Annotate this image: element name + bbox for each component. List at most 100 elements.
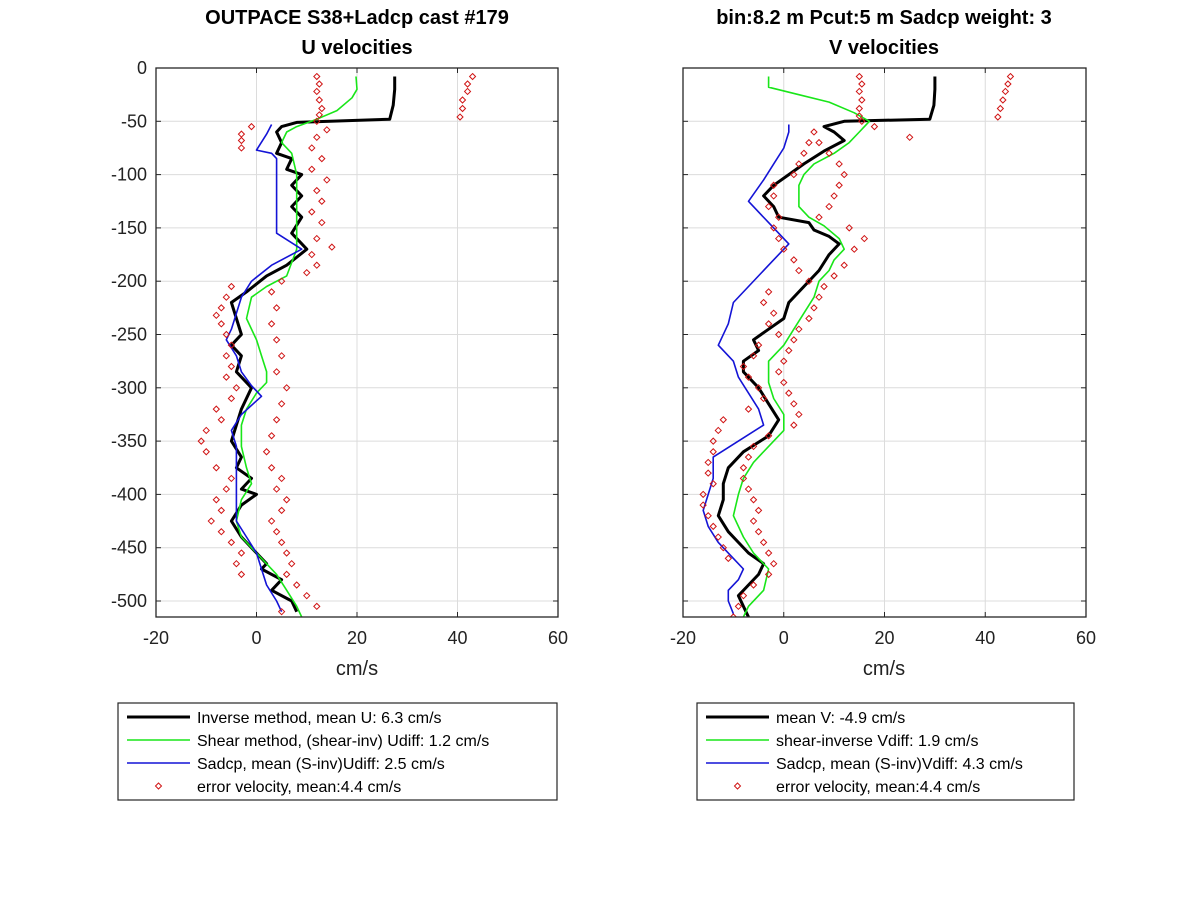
error-velocity-point <box>769 192 778 200</box>
y-tick-label: -150 <box>111 218 147 238</box>
error-velocity-point <box>744 373 753 381</box>
error-velocity-point <box>212 496 221 504</box>
error-velocity-point <box>719 544 728 552</box>
x-tick-label: 0 <box>251 628 261 648</box>
error-velocity-point <box>840 261 848 269</box>
error-velocity-point <box>769 309 778 317</box>
error-velocity-point <box>227 282 236 291</box>
y-tick-label: -400 <box>111 484 147 504</box>
y-tick-label: -450 <box>111 538 147 558</box>
error-velocity-point <box>724 554 733 563</box>
error-velocity-point <box>267 320 276 328</box>
error-velocity-point <box>769 181 778 189</box>
error-velocity-point <box>313 261 321 269</box>
y-tick-label: -500 <box>111 591 147 611</box>
legend-marker <box>154 782 163 790</box>
error-velocity-point <box>805 314 813 323</box>
error-velocity-point <box>734 602 743 611</box>
error-velocity-point <box>303 268 311 277</box>
error-velocity-point <box>318 104 326 113</box>
error-velocity-point <box>780 245 788 253</box>
error-velocity-point <box>272 304 281 312</box>
y-tick-label: -200 <box>111 271 147 291</box>
legend-label: shear-inverse Vdiff: 1.9 cm/s <box>776 733 978 750</box>
error-velocity-point <box>709 522 717 531</box>
error-velocity-point <box>237 144 246 152</box>
error-velocity-point <box>739 464 748 472</box>
error-velocity-point <box>277 506 286 515</box>
error-velocity-point <box>277 607 286 616</box>
shear-series-line <box>235 76 358 617</box>
error-velocity-markers <box>197 72 477 616</box>
error-velocity-point <box>217 506 226 515</box>
error-velocity-point <box>749 517 758 525</box>
error-velocity-point <box>222 373 231 381</box>
error-velocity-point <box>835 181 843 189</box>
error-velocity-point <box>212 464 221 472</box>
legend-label: mean V: -4.9 cm/s <box>776 710 905 727</box>
error-velocity-point <box>754 384 763 392</box>
error-velocity-point <box>830 192 838 200</box>
error-velocity-point <box>227 362 236 371</box>
error-velocity-point <box>759 538 768 547</box>
error-velocity-point <box>800 149 808 157</box>
error-velocity-point <box>795 266 803 275</box>
error-velocity-point <box>237 570 246 579</box>
x-tick-label: 20 <box>347 628 367 648</box>
x-axis-label: cm/s <box>336 658 378 680</box>
x-tick-label: -20 <box>670 628 696 648</box>
error-velocity-point <box>815 293 823 301</box>
error-velocity-point <box>277 277 286 285</box>
error-velocity-point <box>267 288 276 296</box>
error-velocity-point <box>222 485 231 493</box>
error-velocity-point <box>217 528 226 536</box>
error-velocity-point <box>315 96 324 104</box>
x-tick-label: -20 <box>143 628 169 648</box>
error-velocity-point <box>810 304 818 312</box>
error-velocity-point <box>754 506 763 515</box>
y-tick-label: -350 <box>111 431 147 451</box>
error-velocity-point <box>315 80 324 88</box>
error-velocity-point <box>247 122 256 131</box>
error-velocity-point <box>795 160 803 168</box>
error-velocity-point <box>308 165 316 173</box>
error-velocity-point <box>282 549 291 557</box>
error-velocity-point <box>313 186 321 195</box>
error-velocity-point <box>855 104 864 113</box>
error-velocity-point <box>323 126 331 134</box>
error-velocity-point <box>714 533 722 541</box>
error-velocity-point <box>308 208 316 216</box>
legend-label: Shear method, (shear-inv) Udiff: 1.2 cm/… <box>197 733 489 750</box>
error-velocity-point <box>704 512 712 520</box>
sadcp-series-line <box>225 124 303 613</box>
plot-area <box>699 72 1015 617</box>
error-velocity-point <box>699 490 707 499</box>
error-velocity-point <box>227 538 236 547</box>
error-velocity-point <box>764 202 773 211</box>
error-velocity-point <box>994 113 1002 121</box>
error-velocity-point <box>267 464 276 472</box>
error-velocity-point <box>303 591 311 600</box>
error-velocity-point <box>318 197 326 205</box>
error-velocity-point <box>754 341 763 349</box>
error-velocity-point <box>805 138 813 147</box>
error-velocity-point <box>845 224 853 232</box>
plot-area <box>197 72 477 617</box>
error-velocity-point <box>759 394 768 403</box>
error-velocity-point <box>825 149 833 157</box>
error-velocity-point <box>785 389 793 397</box>
error-velocity-point <box>769 224 778 232</box>
error-velocity-point <box>272 368 281 376</box>
error-velocity-point <box>227 394 236 403</box>
panel-u-velocities: OUTPACE S38+Ladcp cast #179 U velocities… <box>111 7 568 801</box>
ticks: -20 0 20 40 60 <box>670 67 1096 648</box>
error-velocity-point <box>855 87 864 96</box>
x-tick-label: 60 <box>1076 628 1096 648</box>
error-velocity-point <box>739 474 748 483</box>
error-velocity-point <box>699 501 707 509</box>
x-axis-label: cm/s <box>863 658 905 680</box>
error-velocity-point <box>262 448 271 456</box>
error-velocity-point <box>456 113 464 121</box>
error-velocity-point <box>463 87 472 96</box>
x-tick-label: 20 <box>874 628 894 648</box>
